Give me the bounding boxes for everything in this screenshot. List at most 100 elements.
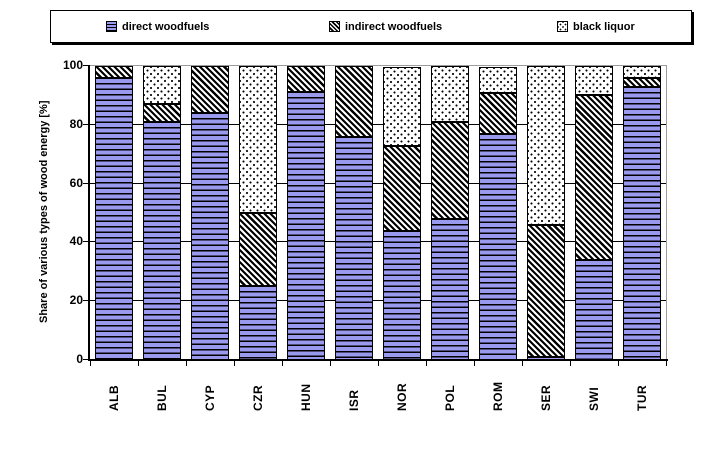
y-axis-line [88,65,90,360]
y-tick-mark [83,65,88,66]
x-category-label-nor: NOR [395,382,409,411]
x-tick-mark [90,361,91,366]
y-tick-label: 40 [69,234,83,249]
bar-rom [479,66,517,360]
x-tick-mark [282,361,283,366]
y-tick-label: 100 [62,58,83,72]
x-tick-mark [378,361,379,366]
bar-segment-hun-direct [287,92,325,360]
y-tick-mark [83,300,88,302]
bar-segment-ser-indirect [527,225,565,357]
y-tick-label: 20 [69,293,83,308]
gridline-80 [90,123,666,125]
plot-area [90,65,667,360]
bar-swi [575,66,613,360]
bar-segment-swi-direct [575,260,613,360]
bar-tur [623,66,661,360]
bar-bul [143,66,181,360]
x-axis-line [88,359,668,361]
indirect-pattern-swatch-icon [329,21,340,32]
bar-segment-nor-dots [383,67,421,146]
x-category-label-swi: SWI [587,386,601,411]
dots-pattern-swatch-icon [557,21,568,32]
bar-segment-hun-indirect [287,66,325,92]
bar-segment-czr-dots [239,66,277,213]
bar-segment-bul-indirect [143,104,181,122]
legend-item-direct: direct woodfuels [106,11,209,42]
x-tick-mark [426,361,427,366]
bar-segment-rom-indirect [479,93,517,134]
bar-segment-czr-indirect [239,212,277,287]
x-category-label-hun: HUN [299,383,313,412]
bar-nor [383,66,421,360]
y-axis-title: Share of various types of wood energy [%… [38,100,50,324]
bar-segment-pol-dots [431,66,469,122]
bar-segment-tur-indirect [623,78,661,87]
x-tick-mark [138,361,139,366]
x-category-label-isr: ISR [347,389,361,411]
bar-segment-rom-direct [479,134,517,360]
bar-segment-bul-dots [143,66,181,104]
x-tick-mark [522,361,523,366]
direct-pattern-swatch-icon [106,21,117,32]
y-tick-label: 60 [69,175,83,190]
bar-alb [95,66,133,360]
legend-label: indirect woodfuels [345,20,443,33]
legend-item-indirect: indirect woodfuels [329,11,442,42]
bar-segment-pol-direct [431,219,469,360]
bar-segment-isr-indirect [335,66,373,137]
x-tick-mark [234,361,235,366]
y-tick-mark [83,182,88,184]
x-category-label-bul: BUL [155,384,169,411]
bar-ser [527,66,565,360]
x-category-label-tur: TUR [635,384,649,411]
bar-segment-tur-direct [623,87,661,360]
bar-cyp [191,66,229,360]
bar-segment-tur-dots [623,66,661,78]
gridline-60 [90,182,666,184]
x-category-label-rom: ROM [491,381,505,412]
bar-isr [335,66,373,360]
bar-segment-cyp-direct [191,113,229,360]
y-tick-mark [83,359,88,360]
bar-czr [239,66,277,360]
bar-segment-nor-direct [383,231,421,360]
x-category-label-ser: SER [539,384,553,411]
y-tick-label: 0 [76,352,83,366]
bar-segment-nor-indirect [383,146,421,231]
bar-pol [431,66,469,360]
y-tick-mark [83,123,88,125]
bar-segment-alb-indirect [95,66,133,78]
bar-segment-isr-direct [335,137,373,360]
x-tick-mark [186,361,187,366]
bar-segment-swi-dots [575,66,613,95]
x-tick-mark [330,361,331,366]
bar-segment-cyp-indirect [191,66,229,113]
x-tick-mark [666,361,667,366]
y-tick-mark [83,241,88,243]
gridline-20 [90,300,666,302]
x-category-label-czr: CZR [251,384,265,411]
legend-label: black liquor [573,20,635,33]
x-tick-mark [618,361,619,366]
bar-segment-swi-indirect [575,95,613,260]
x-tick-mark [570,361,571,366]
bar-segment-czr-direct [239,286,277,360]
x-category-label-cyp: CYP [203,384,217,411]
bar-segment-rom-dots [479,67,517,93]
legend-label: direct woodfuels [122,20,210,33]
bar-segment-ser-direct [527,357,565,360]
chart-legend: direct woodfuels indirect woodfuels black … [50,10,692,43]
x-tick-mark [474,361,475,366]
bar-hun [287,66,325,360]
bar-segment-bul-direct [143,122,181,360]
bar-segment-ser-dots [527,66,565,225]
bar-segment-alb-direct [95,78,133,360]
x-category-label-alb: ALB [107,384,121,411]
x-category-label-pol: POL [443,384,457,411]
gridline-40 [90,241,666,243]
legend-item-dots: black liquor [557,11,635,42]
y-tick-label: 80 [69,116,83,131]
bar-segment-pol-indirect [431,122,469,219]
